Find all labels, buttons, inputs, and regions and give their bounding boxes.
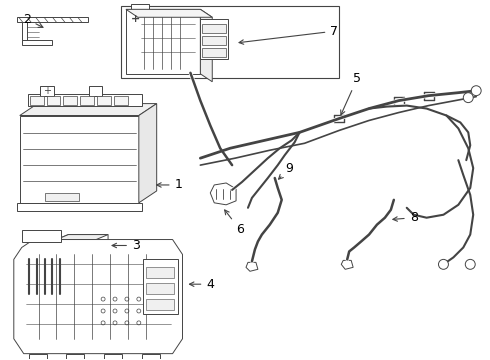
Bar bbox=[91, 240, 102, 251]
Bar bbox=[202, 36, 226, 45]
Bar bbox=[61, 240, 73, 251]
Bar bbox=[146, 283, 173, 294]
Text: 9: 9 bbox=[279, 162, 294, 179]
Polygon shape bbox=[20, 104, 157, 116]
Bar bbox=[47, 96, 60, 105]
Bar bbox=[45, 193, 79, 201]
Polygon shape bbox=[139, 104, 157, 203]
Bar bbox=[202, 48, 226, 57]
Text: 8: 8 bbox=[393, 211, 417, 224]
Bar bbox=[30, 96, 44, 105]
Text: 3: 3 bbox=[112, 239, 140, 252]
Bar bbox=[121, 6, 339, 78]
Polygon shape bbox=[17, 17, 88, 22]
Polygon shape bbox=[14, 239, 182, 354]
Bar bbox=[202, 24, 226, 33]
Bar bbox=[143, 260, 177, 314]
Circle shape bbox=[471, 86, 481, 96]
Bar bbox=[20, 116, 139, 203]
Polygon shape bbox=[22, 40, 51, 45]
Bar bbox=[28, 94, 142, 105]
Polygon shape bbox=[22, 22, 26, 43]
Bar bbox=[126, 9, 200, 74]
Bar bbox=[63, 96, 77, 105]
Text: 2: 2 bbox=[23, 13, 43, 27]
Polygon shape bbox=[56, 235, 108, 239]
Bar bbox=[22, 230, 61, 242]
Text: +: + bbox=[43, 86, 50, 96]
Bar bbox=[40, 86, 54, 96]
Text: 7: 7 bbox=[239, 24, 338, 44]
Bar bbox=[146, 267, 173, 278]
Bar bbox=[146, 299, 173, 310]
Circle shape bbox=[439, 260, 448, 269]
Polygon shape bbox=[200, 9, 212, 82]
Bar bbox=[142, 354, 160, 360]
Bar bbox=[80, 96, 94, 105]
Bar bbox=[97, 96, 111, 105]
Bar bbox=[89, 86, 102, 96]
Bar bbox=[104, 354, 122, 360]
Polygon shape bbox=[56, 235, 108, 256]
Text: 4: 4 bbox=[190, 278, 214, 291]
Text: 5: 5 bbox=[341, 72, 361, 115]
Bar bbox=[76, 240, 87, 251]
Text: +: + bbox=[131, 14, 141, 24]
Polygon shape bbox=[210, 183, 236, 205]
Text: 6: 6 bbox=[224, 210, 244, 236]
Polygon shape bbox=[246, 262, 258, 271]
Bar bbox=[66, 354, 84, 360]
Bar bbox=[17, 203, 142, 211]
Bar bbox=[29, 354, 47, 360]
Circle shape bbox=[464, 93, 473, 103]
Polygon shape bbox=[341, 260, 353, 269]
Bar bbox=[114, 96, 128, 105]
Text: 1: 1 bbox=[157, 179, 182, 192]
Circle shape bbox=[466, 260, 475, 269]
Bar bbox=[131, 4, 149, 12]
Bar bbox=[200, 19, 228, 59]
Polygon shape bbox=[126, 9, 212, 17]
